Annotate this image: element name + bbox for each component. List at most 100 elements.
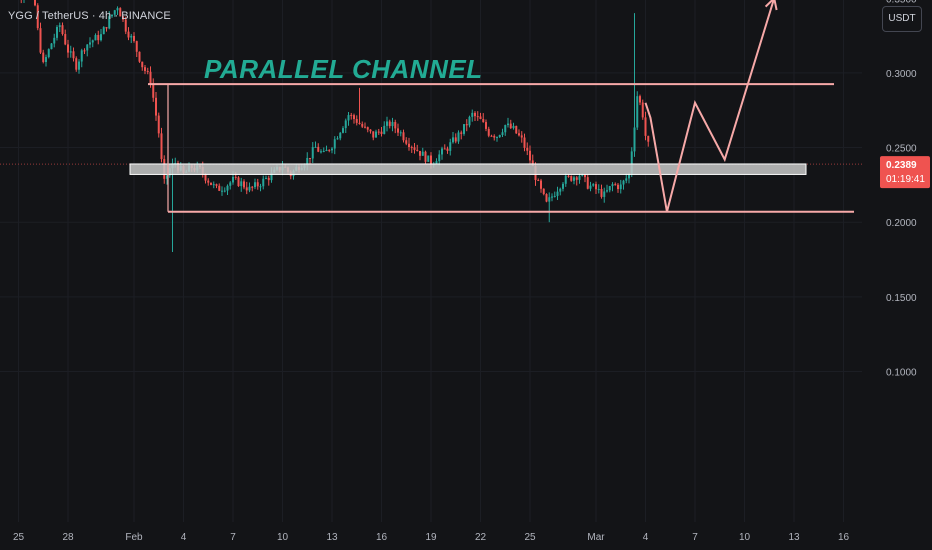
candle-body <box>102 27 105 35</box>
candle-body <box>94 35 97 41</box>
candle-body <box>309 157 311 159</box>
candle-body <box>67 44 69 53</box>
candle-body <box>551 196 553 198</box>
candle-body <box>204 174 207 181</box>
candle-body <box>606 190 608 192</box>
currency-button[interactable]: USDT <box>882 6 922 32</box>
candle-body <box>408 143 410 148</box>
x-tick-label: 10 <box>739 532 751 543</box>
candle-body <box>570 176 573 181</box>
candle-body <box>457 132 460 142</box>
candle-body <box>113 10 116 15</box>
candle-body <box>490 135 493 137</box>
x-tick-label: Mar <box>587 532 605 543</box>
candle-body <box>644 117 647 136</box>
candle-body <box>380 131 383 134</box>
candle-body <box>639 96 641 103</box>
candle-body <box>364 126 366 128</box>
candle-body <box>133 35 135 42</box>
candle-body <box>342 128 344 133</box>
candle-body <box>474 112 476 117</box>
candle-body <box>441 148 443 155</box>
candle-body <box>218 185 221 191</box>
symbol-title[interactable]: YGG / TetherUS · 4h · BINANCE <box>8 10 171 22</box>
candle-body <box>611 184 614 187</box>
candle-body <box>575 177 578 180</box>
price-badge-countdown: 01:19:41 <box>886 174 925 185</box>
candle-body <box>443 148 446 150</box>
candle-body <box>584 174 586 178</box>
candle-body <box>397 128 399 133</box>
price-axis[interactable]: 0.40000.35000.30000.25000.20000.15000.10… <box>886 0 917 379</box>
candle-body <box>465 124 468 126</box>
candle-body <box>419 150 421 156</box>
candle-body <box>353 115 355 119</box>
candle-body <box>47 49 50 58</box>
candle-body <box>529 150 531 161</box>
candle-body <box>595 184 597 190</box>
candle-body <box>75 58 78 70</box>
candle-body <box>452 137 454 143</box>
candle-body <box>157 115 160 134</box>
candle-body <box>388 121 391 127</box>
candle-body <box>361 124 364 127</box>
candle-body <box>144 67 146 71</box>
support-band[interactable] <box>129 163 807 175</box>
candle-body <box>427 155 430 162</box>
x-tick-label: 4 <box>643 532 649 543</box>
candle-body <box>556 191 559 196</box>
candle-body <box>449 142 452 151</box>
candle-body <box>155 97 157 116</box>
candle-body <box>223 190 226 192</box>
y-tick-label: 0.3000 <box>886 69 917 80</box>
candle-body <box>394 122 397 129</box>
candle-body <box>245 187 248 191</box>
candle-body <box>45 57 47 62</box>
candle-body <box>149 71 152 84</box>
candle-body <box>355 118 358 123</box>
candle-body <box>496 137 498 139</box>
candle-body <box>311 147 314 159</box>
candle-body <box>111 14 113 17</box>
candle-body <box>581 174 584 176</box>
candle-body <box>141 61 144 68</box>
candle-body <box>545 194 548 202</box>
y-tick-label: 0.1000 <box>886 368 917 379</box>
candle-body <box>413 147 416 150</box>
candle-body <box>430 155 432 165</box>
candle-body <box>86 44 89 51</box>
projection-path[interactable] <box>644 0 775 212</box>
candle-body <box>405 140 408 144</box>
candle-body <box>410 147 413 149</box>
candle-body <box>53 37 56 44</box>
candle-body <box>446 148 449 151</box>
candle-body <box>215 184 218 186</box>
candle-body <box>317 146 320 152</box>
candle-body <box>592 184 595 186</box>
candle-body <box>259 186 262 188</box>
candle-body <box>256 182 259 187</box>
drawing-tools[interactable] <box>129 0 854 213</box>
candle-body <box>336 138 339 140</box>
candle-body <box>493 135 496 138</box>
candle-body <box>270 172 273 181</box>
candle-body <box>105 27 108 29</box>
time-axis[interactable]: 25 28 Feb 4 7 10 13 16 19 22 25 Mar 4 7 10 13 16 <box>13 532 850 543</box>
candle-body <box>377 131 380 133</box>
x-tick-label: 4 <box>181 532 187 543</box>
x-tick-label: 10 <box>277 532 289 543</box>
candle-body <box>564 175 567 184</box>
candle-body <box>100 34 102 41</box>
candle-body <box>504 125 507 133</box>
x-tick-label: 22 <box>475 532 487 543</box>
candle-body <box>64 34 67 45</box>
candle-body <box>597 188 600 190</box>
candle-body <box>328 149 331 151</box>
chart-annotation-title[interactable]: PARALLEL CHANNEL <box>204 54 483 84</box>
x-tick-label: 25 <box>524 532 536 543</box>
candle-body <box>471 112 474 117</box>
candle-body <box>573 177 575 181</box>
candle-body <box>460 132 463 134</box>
candle-body <box>391 122 394 127</box>
